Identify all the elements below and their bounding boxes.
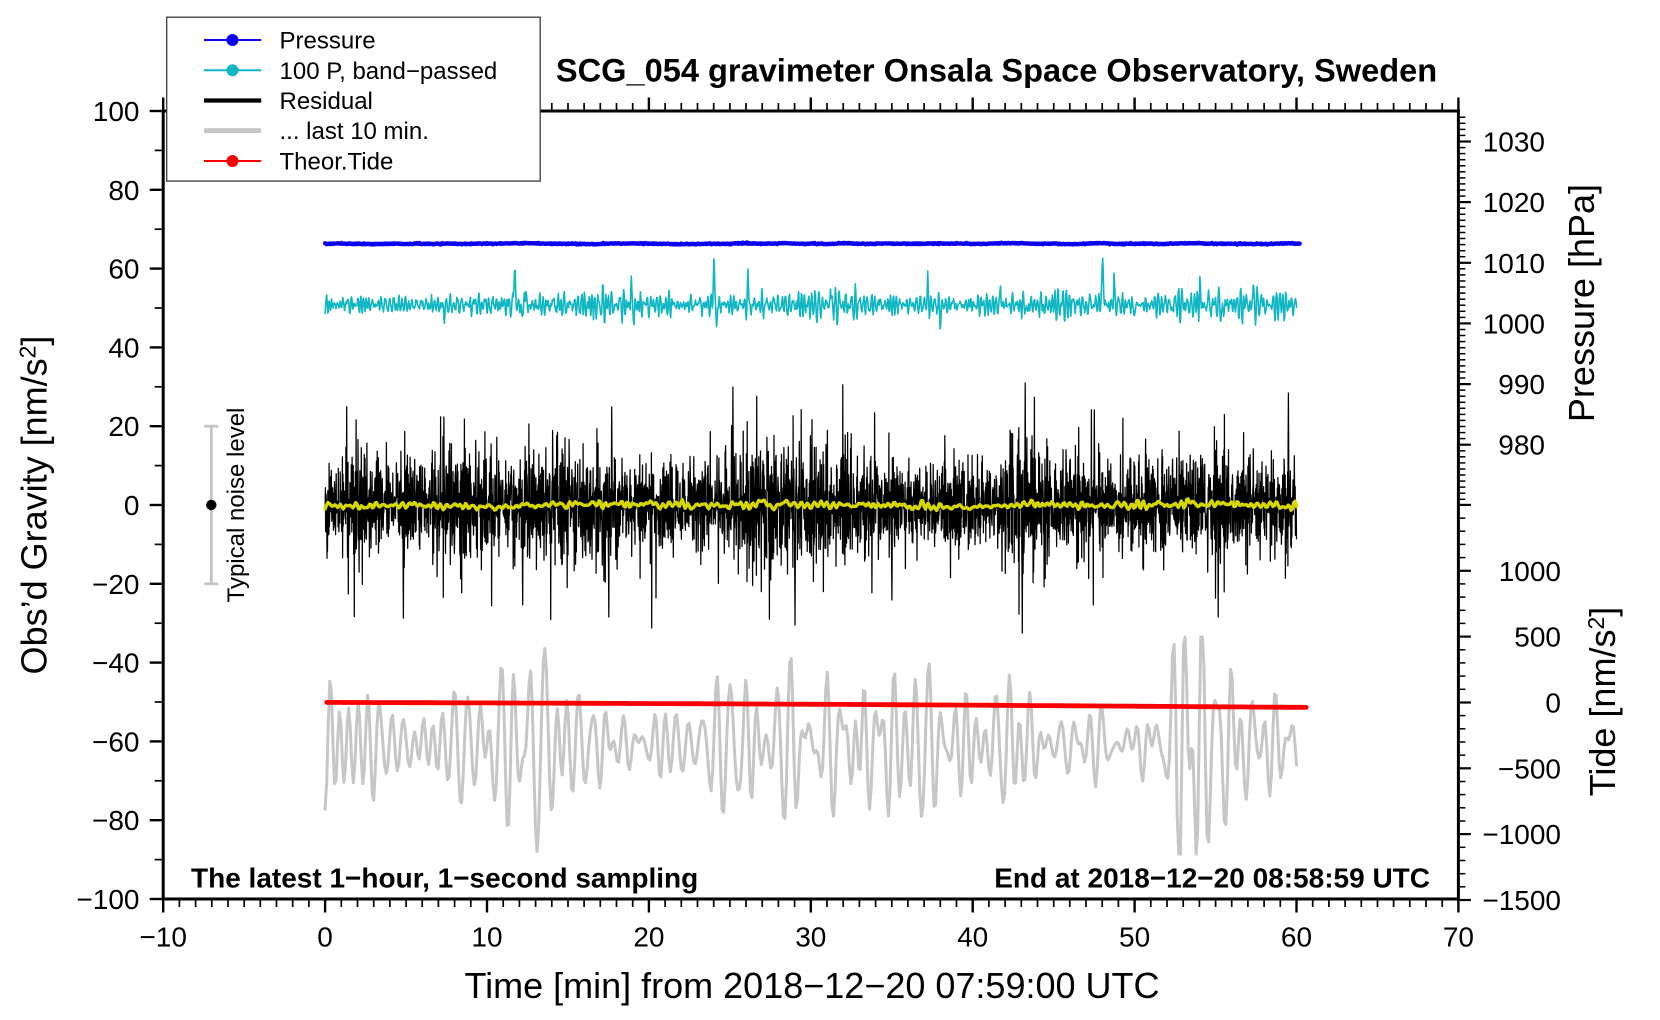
svg-text:End at 2018−12−20 08:58:59 UTC: End at 2018−12−20 08:58:59 UTC xyxy=(994,863,1430,894)
svg-text:−80: −80 xyxy=(92,805,140,836)
svg-text:... last 10 min.: ... last 10 min. xyxy=(280,118,429,145)
svg-text:Time [min] from 2018−12−20 07:: Time [min] from 2018−12−20 07:59:00 UTC xyxy=(464,965,1159,1006)
svg-text:1000: 1000 xyxy=(1483,308,1545,339)
svg-text:0: 0 xyxy=(317,922,333,953)
svg-text:Pressure: Pressure xyxy=(280,28,376,55)
svg-text:50: 50 xyxy=(1119,922,1150,953)
svg-text:−100: −100 xyxy=(76,884,139,915)
svg-text:Obs’d Gravity [nm/s2]: Obs’d Gravity [nm/s2] xyxy=(14,336,55,675)
svg-text:Theor.Tide: Theor.Tide xyxy=(280,149,394,176)
svg-text:Typical noise level: Typical noise level xyxy=(223,408,250,603)
svg-text:1030: 1030 xyxy=(1483,127,1545,158)
svg-text:SCG_054 gravimeter Onsala Spac: SCG_054 gravimeter Onsala Space Observat… xyxy=(556,51,1437,88)
svg-text:0: 0 xyxy=(1545,688,1561,719)
svg-text:60: 60 xyxy=(108,254,139,285)
svg-text:10: 10 xyxy=(471,922,502,953)
svg-text:−20: −20 xyxy=(92,569,140,600)
svg-text:40: 40 xyxy=(957,922,988,953)
svg-text:−10: −10 xyxy=(139,922,187,953)
svg-text:40: 40 xyxy=(108,332,139,363)
svg-text:1010: 1010 xyxy=(1483,248,1545,279)
svg-text:20: 20 xyxy=(108,411,139,442)
svg-text:20: 20 xyxy=(633,922,664,953)
svg-text:100: 100 xyxy=(93,96,140,127)
svg-text:80: 80 xyxy=(108,175,139,206)
svg-text:100 P, band−passed: 100 P, band−passed xyxy=(280,58,498,85)
svg-text:30: 30 xyxy=(795,922,826,953)
svg-text:−40: −40 xyxy=(92,648,140,679)
svg-text:−60: −60 xyxy=(92,726,140,757)
svg-text:−1500: −1500 xyxy=(1482,885,1561,916)
svg-text:Pressure [hPa]: Pressure [hPa] xyxy=(1561,184,1602,422)
svg-text:−1000: −1000 xyxy=(1482,819,1561,850)
svg-text:−500: −500 xyxy=(1498,753,1561,784)
svg-text:60: 60 xyxy=(1281,922,1312,953)
svg-text:980: 980 xyxy=(1498,430,1545,461)
svg-text:The latest 1−hour, 1−second sa: The latest 1−hour, 1−second sampling xyxy=(191,863,698,894)
svg-text:Residual: Residual xyxy=(280,88,373,115)
svg-text:70: 70 xyxy=(1443,922,1474,953)
svg-text:Tide [nm/s2]: Tide [nm/s2] xyxy=(1582,607,1623,797)
svg-text:0: 0 xyxy=(124,490,140,521)
svg-text:1000: 1000 xyxy=(1499,556,1561,587)
svg-text:1020: 1020 xyxy=(1483,187,1545,218)
svg-text:500: 500 xyxy=(1514,622,1561,653)
svg-text:990: 990 xyxy=(1498,369,1545,400)
